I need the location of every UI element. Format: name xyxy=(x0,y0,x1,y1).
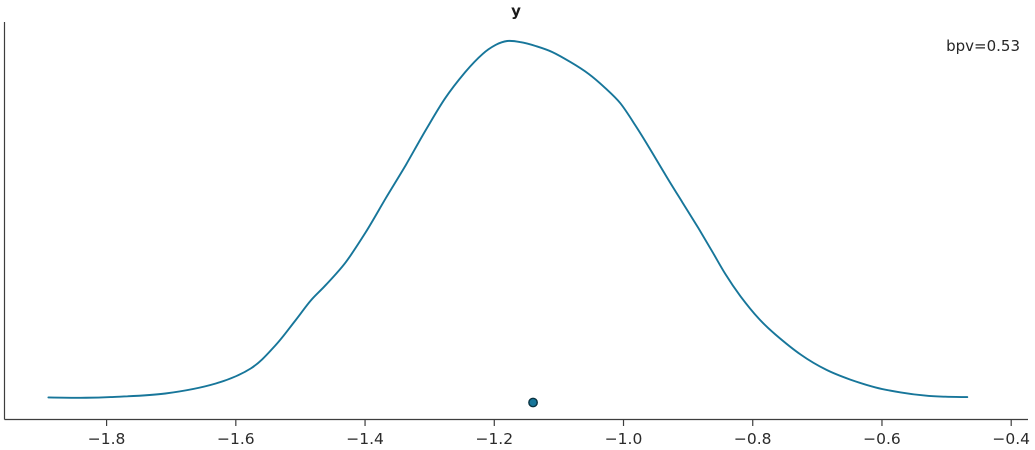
bpv-annotation: bpv=0.53 xyxy=(946,37,1020,55)
observed-value-dot xyxy=(528,397,538,408)
x-tick-label: −0.4 xyxy=(992,430,1030,448)
x-tick-label: −0.8 xyxy=(734,430,772,448)
x-tick-label: −0.6 xyxy=(863,430,901,448)
x-tick-label: −1.8 xyxy=(88,430,126,448)
x-tick-label: −1.0 xyxy=(605,430,643,448)
kde-curve xyxy=(47,39,969,399)
plot-title: y xyxy=(511,2,521,20)
x-tick-label: −1.6 xyxy=(217,430,255,448)
x-tick-label: −1.4 xyxy=(346,430,384,448)
x-tick-label: −1.2 xyxy=(475,430,513,448)
